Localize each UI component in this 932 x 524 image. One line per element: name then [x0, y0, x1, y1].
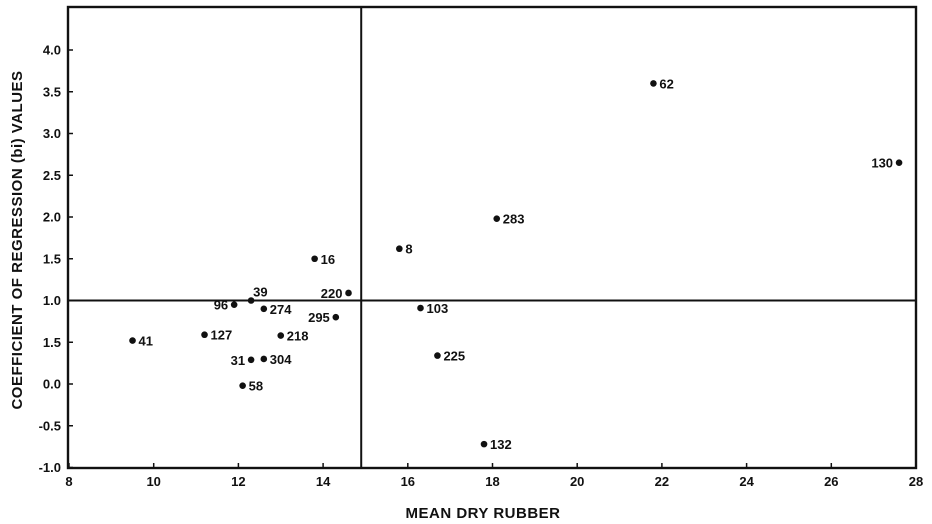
point-label: 220 [321, 286, 343, 301]
point-label: 130 [871, 156, 893, 171]
point-label: 41 [139, 334, 153, 349]
data-point [277, 332, 285, 339]
y-axis-ticks: -1.0 -0.5 0.0 1.5 1.0 1.5 2.0 2.5 3.0 3.5 4.0 [39, 43, 73, 475]
x-axis-ticks: 8 10 12 14 16 18 20 22 24 26 28 [65, 463, 923, 489]
point-label: 304 [270, 352, 292, 367]
x-tick-label: 16 [401, 474, 415, 489]
x-tick-label: 18 [485, 474, 499, 489]
point-label: 58 [249, 379, 263, 394]
data-point [311, 255, 318, 263]
x-tick-label: 24 [739, 474, 754, 489]
point-label: 295 [308, 310, 330, 325]
point-label: 127 [211, 328, 233, 343]
point-label: 225 [443, 349, 465, 364]
data-point [417, 304, 424, 312]
point-label: 274 [270, 302, 292, 317]
data-point [201, 331, 208, 339]
data-point [493, 215, 501, 222]
y-tick-label: 1.5 [43, 251, 61, 266]
y-tick-label: 4.0 [43, 43, 61, 58]
data-point [434, 352, 441, 359]
x-tick-label: 12 [231, 474, 245, 489]
point-label: 16 [321, 252, 335, 267]
data-points: 62 130 283 8 16 220 39 96 274 103 295 127 218 41 225 31… [129, 76, 903, 452]
x-tick-label: 26 [824, 474, 838, 489]
point-label: 96 [214, 298, 228, 313]
y-tick-label: -0.5 [39, 418, 61, 433]
data-point [480, 440, 488, 448]
y-tick-label: 3.5 [43, 84, 61, 99]
data-point [396, 245, 403, 253]
y-tick-label: 1.0 [43, 293, 61, 308]
data-point [332, 313, 340, 321]
data-point [260, 305, 268, 313]
point-label: 103 [427, 301, 449, 316]
point-label: 218 [287, 329, 309, 344]
y-tick-label: -1.0 [39, 460, 61, 475]
x-tick-label: 8 [65, 474, 72, 489]
data-point [247, 356, 255, 364]
data-point [895, 159, 903, 167]
y-tick-label: 3.0 [43, 126, 61, 141]
y-tick-label: 1.5 [43, 335, 61, 350]
point-label: 132 [490, 437, 512, 452]
data-point [129, 337, 136, 344]
data-point [650, 80, 657, 87]
x-axis-title: MEAN DRY RUBBER [405, 505, 560, 522]
y-tick-label: 2.5 [43, 168, 61, 183]
point-label: 62 [659, 76, 673, 91]
y-tick-label: 2.0 [43, 210, 61, 225]
y-tick-label: 0.0 [43, 377, 61, 392]
point-label: 283 [503, 212, 525, 227]
point-label: 39 [253, 285, 267, 300]
x-tick-label: 20 [570, 474, 584, 489]
data-point [230, 301, 238, 308]
x-tick-label: 28 [909, 474, 923, 489]
data-point [247, 297, 255, 304]
point-label: 8 [405, 242, 412, 257]
x-tick-label: 22 [655, 474, 669, 489]
data-point [239, 382, 246, 389]
y-axis-title: COEFFICIENT OF REGRESSION (bi) VALUES [9, 70, 26, 409]
point-label: 31 [231, 353, 245, 368]
x-tick-label: 14 [316, 474, 331, 489]
x-tick-label: 10 [146, 474, 160, 489]
data-point [345, 289, 352, 297]
data-point [260, 355, 268, 363]
plot-frame [66, 5, 918, 470]
